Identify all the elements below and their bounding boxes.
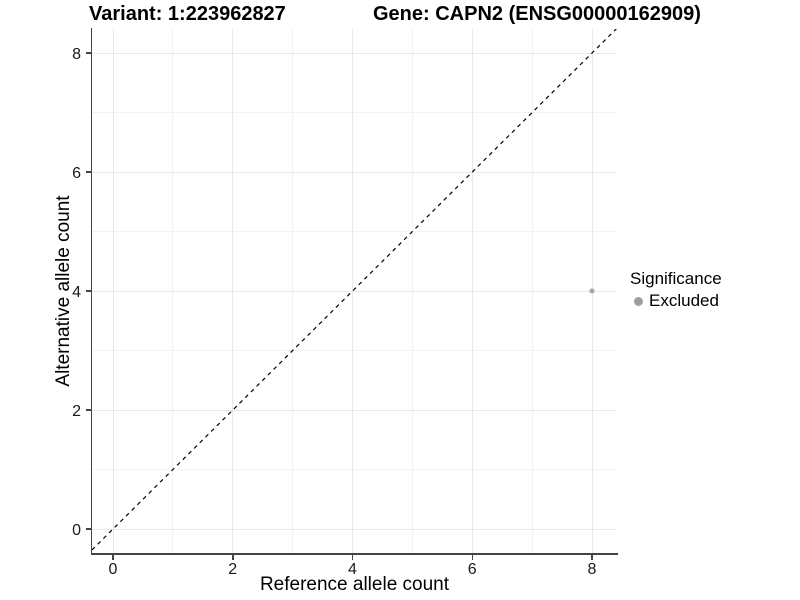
plot-title-variant: Variant: 1:223962827 bbox=[89, 3, 286, 25]
x-axis-title: Reference allele count bbox=[259, 574, 450, 595]
x-tick-label: 0 bbox=[108, 561, 118, 578]
major-gridline-horizontal bbox=[92, 290, 617, 292]
y-axis-line bbox=[90, 28, 92, 555]
plot-panel bbox=[92, 29, 617, 553]
x-tick-label: 2 bbox=[228, 561, 238, 578]
x-axis-tick bbox=[112, 554, 114, 560]
y-axis-tick bbox=[85, 528, 91, 530]
legend-item: Excluded bbox=[634, 292, 722, 311]
x-axis-tick bbox=[232, 554, 234, 560]
minor-gridline-horizontal bbox=[92, 469, 617, 470]
legend-point-icon bbox=[634, 297, 643, 307]
plot-geoms-layer bbox=[92, 29, 617, 551]
data-point-excluded bbox=[589, 288, 595, 294]
y-axis-tick bbox=[85, 52, 91, 54]
y-axis-tick bbox=[85, 171, 91, 173]
y-axis-tick bbox=[85, 290, 91, 292]
major-gridline-horizontal bbox=[92, 52, 617, 54]
legend: Significance Excluded bbox=[629, 269, 722, 311]
x-axis-tick bbox=[351, 554, 354, 560]
x-tick-label: 8 bbox=[587, 561, 597, 578]
x-axis-tick bbox=[591, 554, 593, 560]
x-axis-line bbox=[90, 553, 618, 555]
y-tick-label: 8 bbox=[72, 46, 81, 63]
major-gridline-horizontal bbox=[92, 409, 617, 411]
y-tick-label: 6 bbox=[72, 165, 81, 182]
major-gridline-horizontal bbox=[92, 528, 617, 530]
identity-line bbox=[92, 29, 617, 551]
minor-gridline-horizontal bbox=[92, 231, 617, 232]
legend-item-label: Excluded bbox=[649, 291, 719, 311]
y-axis-tick bbox=[85, 409, 91, 411]
y-axis-title: Alternative allele count bbox=[53, 195, 74, 387]
y-tick-label: 4 bbox=[72, 284, 81, 301]
plot-title-gene: Gene: CAPN2 (ENSG00000162909) bbox=[373, 3, 701, 25]
x-axis-tick bbox=[471, 554, 473, 560]
minor-gridline-horizontal bbox=[92, 350, 617, 351]
legend-title: Significance bbox=[630, 269, 722, 288]
x-tick-label: 4 bbox=[348, 561, 357, 578]
legend-items: Excluded bbox=[629, 292, 722, 311]
y-tick-label: 2 bbox=[72, 403, 81, 420]
y-tick-label: 0 bbox=[72, 522, 81, 539]
x-tick-label: 6 bbox=[467, 561, 477, 578]
major-gridline-horizontal bbox=[92, 171, 617, 173]
minor-gridline-horizontal bbox=[92, 112, 617, 113]
